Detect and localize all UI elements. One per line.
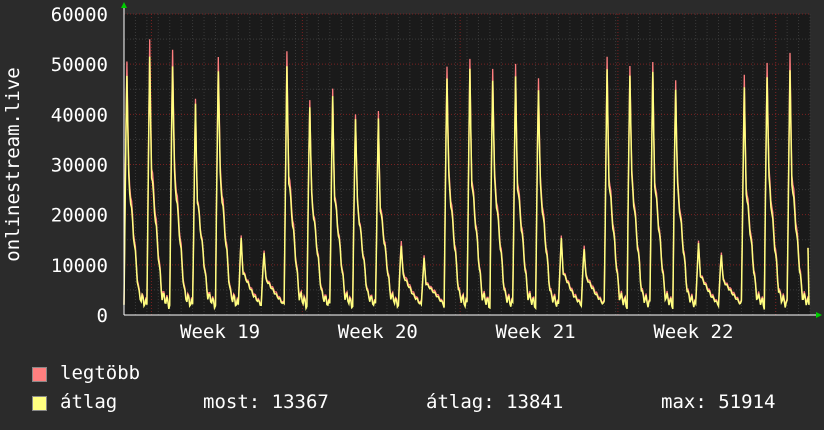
legend-swatch-max (32, 367, 47, 382)
x-tick-label: Week 22 (653, 321, 733, 343)
y-tick-label: 60000 (51, 4, 108, 26)
stat-max: max: 51914 (661, 391, 776, 413)
x-tick-label: Week 19 (180, 321, 260, 343)
series-line-avg (123, 56, 810, 311)
legend-label-avg: átlag (60, 391, 118, 413)
x-tick-label: Week 20 (338, 321, 418, 343)
y-tick-label: 40000 (51, 104, 108, 126)
y-tick-label: 0 (97, 305, 108, 327)
y-tick-label: 50000 (51, 54, 108, 76)
y-axis-arrow (121, 2, 127, 8)
legend-swatch-avg (32, 396, 47, 411)
y-tick-label: 20000 (51, 205, 108, 227)
y-tick-label: 30000 (51, 155, 108, 177)
legend-label-max: legtöbb (60, 362, 141, 384)
stat-now: most: 13367 (203, 391, 329, 413)
y-axis-label: onlinestream.live (2, 67, 24, 261)
stat-avg: átlag: 13841 (426, 391, 564, 413)
y-tick-label: 10000 (51, 255, 108, 277)
chart-svg: 0 10000 20000 30000 40000 50000 60000 Week 19 We… (2, 2, 822, 343)
x-tick-label: Week 21 (496, 321, 576, 343)
x-axis-arrow (816, 312, 822, 318)
